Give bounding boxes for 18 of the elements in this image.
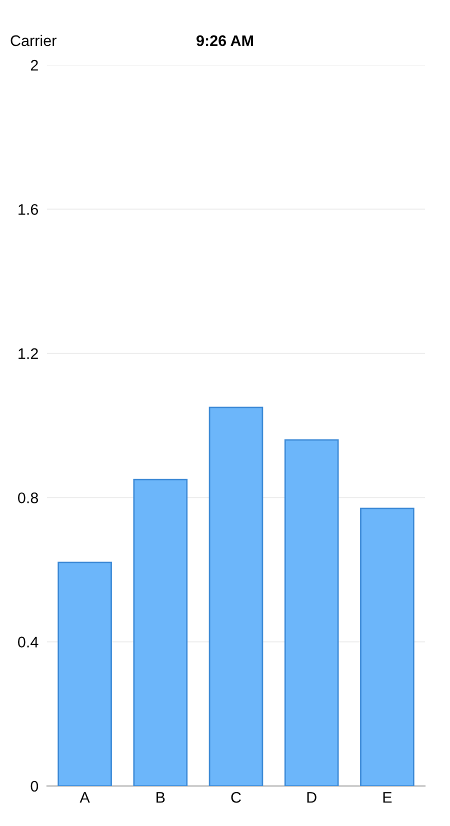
y-tick-label: 0.8 — [18, 492, 38, 504]
text: 9:26 AM — [196, 35, 253, 46]
x-tick-label: D — [307, 792, 316, 803]
y-tick-label: 2 — [30, 60, 38, 71]
x-tick-label: A — [80, 792, 90, 803]
y-tick-label: 1.6 — [18, 204, 38, 215]
bar — [208, 406, 264, 786]
y-tick-label: 0.4 — [18, 636, 38, 648]
bar — [284, 439, 339, 786]
bar — [58, 562, 112, 786]
x-tick-label: E — [383, 792, 392, 803]
bar — [360, 508, 414, 786]
bar — [133, 478, 188, 786]
x-tick-label: B — [156, 792, 165, 803]
y-tick-label: 0 — [30, 780, 38, 792]
y-tick-label: 1.2 — [18, 348, 38, 359]
text: Carrier — [10, 34, 56, 46]
x-tick-label: C — [231, 792, 241, 803]
